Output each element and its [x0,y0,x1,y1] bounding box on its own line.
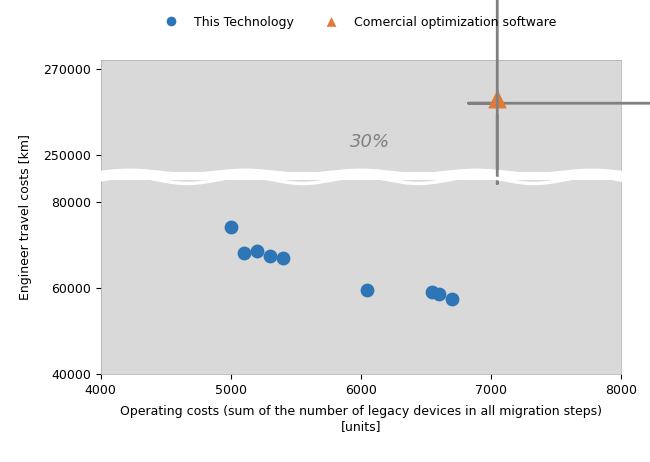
Point [434,291,444,298]
Text: Engineer travel costs [km]: Engineer travel costs [km] [20,134,32,300]
Point [252,248,262,255]
Point [447,295,457,302]
Point [265,252,275,259]
Text: 30%: 30% [350,134,390,152]
Point [427,288,437,296]
X-axis label: Operating costs (sum of the number of legacy devices in all migration steps)
[un: Operating costs (sum of the number of le… [120,405,602,433]
Point [226,224,236,231]
Point [278,254,288,261]
Legend: This Technology, Comercial optimization software: This Technology, Comercial optimization … [154,11,561,34]
Point [362,286,372,294]
Point [492,95,502,103]
Point [239,249,249,257]
